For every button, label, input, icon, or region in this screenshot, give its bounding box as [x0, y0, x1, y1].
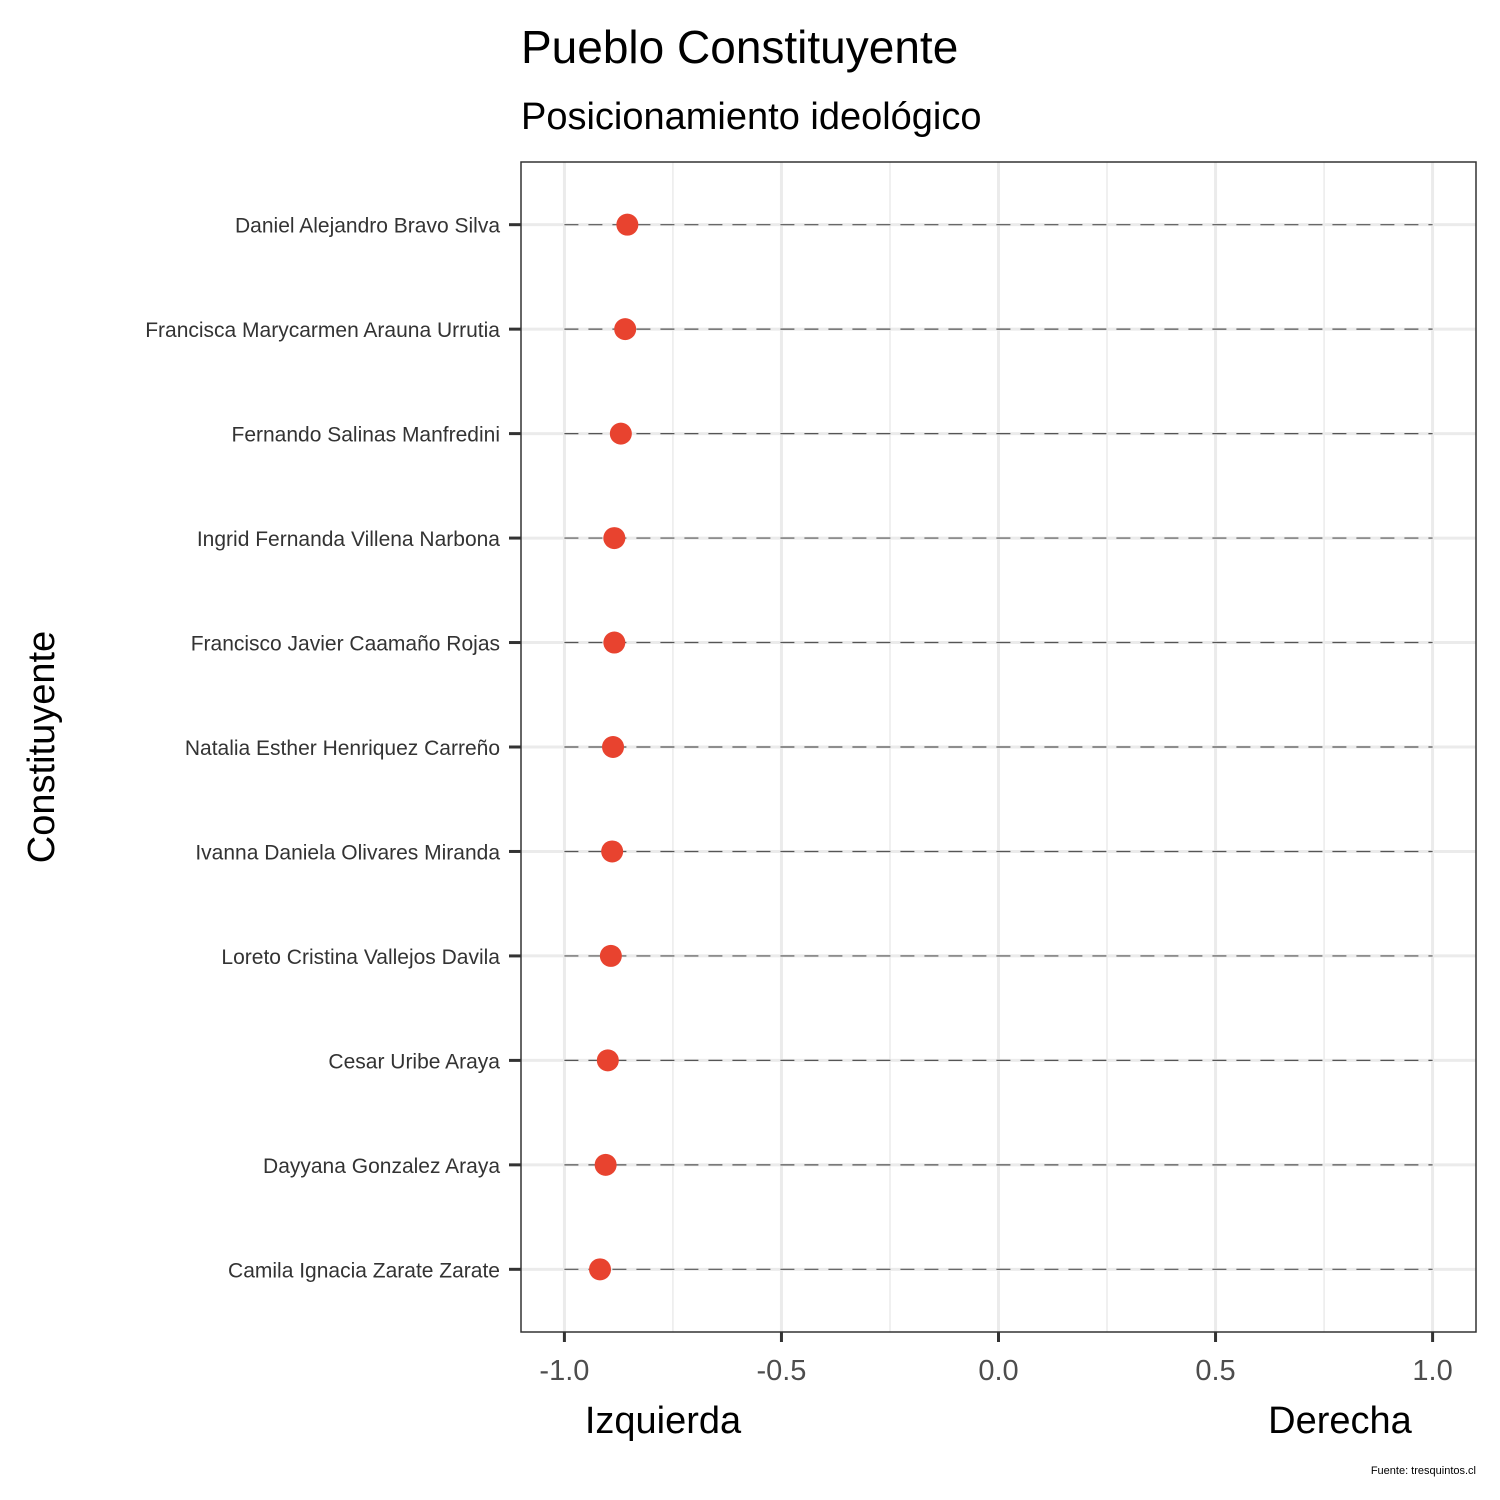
data-point: [596, 1049, 619, 1072]
y-tick-label: Ingrid Fernanda Villena Narbona: [197, 528, 500, 551]
data-point: [603, 631, 626, 654]
y-tick-label: Camila Ignacia Zarate Zarate: [228, 1259, 500, 1282]
x-axis: -1.0 -0.5 0.0 0.5 1.0: [539, 1332, 1453, 1387]
x-annotation-right: Derecha: [1268, 1400, 1412, 1442]
data-point: [603, 527, 626, 550]
y-tick-label: Daniel Alejandro Bravo Silva: [235, 215, 500, 238]
point-layer: [589, 213, 639, 1281]
y-tick-label: Fernando Salinas Manfredini: [232, 424, 501, 447]
chart-subtitle: Posicionamiento ideológico: [521, 96, 982, 138]
y-axis-title: Constituyente: [21, 631, 63, 863]
source-caption: Fuente: tresquintos.cl: [1371, 1465, 1476, 1477]
y-tick-label: Francisca Marycarmen Arauna Urrutia: [145, 319, 500, 342]
y-axis: Daniel Alejandro Bravo Silva Francisca Ma…: [145, 215, 521, 1282]
x-tick-label: 1.0: [1412, 1355, 1452, 1387]
x-tick-label: -0.5: [756, 1355, 806, 1387]
x-annotation-left: Izquierda: [585, 1400, 742, 1442]
y-tick-label: Francisco Javier Caamaño Rojas: [191, 633, 500, 656]
x-tick-label: 0.5: [1195, 1355, 1235, 1387]
data-point: [589, 1258, 612, 1281]
y-tick-label: Cesar Uribe Araya: [328, 1050, 500, 1073]
y-tick-label: Dayyana Gonzalez Araya: [263, 1155, 500, 1178]
data-point: [609, 422, 632, 445]
y-tick-label: Natalia Esther Henriquez Carreño: [185, 737, 500, 760]
data-point: [599, 944, 622, 967]
y-tick-label: Loreto Cristina Vallejos Davila: [221, 946, 500, 969]
data-point: [594, 1153, 617, 1176]
data-point: [614, 318, 637, 341]
y-tick-label: Ivanna Daniela Olivares Miranda: [195, 841, 500, 864]
data-point: [602, 736, 625, 758]
x-tick-label: 0.0: [978, 1355, 1018, 1387]
x-tick-label: -1.0: [539, 1355, 589, 1387]
segment-layer: [564, 224, 1433, 1270]
data-point: [616, 213, 639, 236]
data-point: [601, 840, 624, 863]
chart-title: Pueblo Constituyente: [521, 21, 958, 73]
